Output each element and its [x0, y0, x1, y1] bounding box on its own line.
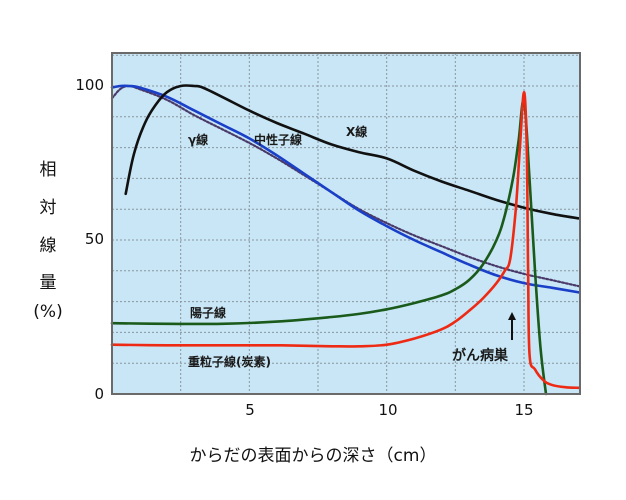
label-neutron-ray: 中性子線: [254, 133, 303, 147]
y-axis-label-char: 相: [39, 160, 57, 180]
y-tick-label: 0: [94, 385, 104, 403]
label-gamma-ray: γ線: [188, 133, 209, 147]
series-layer: [110, 84, 581, 396]
x-axis-label: からだの表面からの深さ（cm）: [189, 446, 437, 466]
y-axis-label-char: 線: [39, 236, 57, 256]
x-tick-label: 10: [378, 401, 398, 419]
x-tick-label: 5: [245, 401, 255, 419]
label-heavy-ion-ray: 重粒子線(炭素): [188, 355, 271, 369]
series-line: [110, 90, 581, 390]
y-tick-label: 50: [84, 230, 104, 248]
focus-arrow-icon: [508, 312, 516, 340]
label-proton-ray: 陽子線: [190, 306, 227, 320]
y-axis-label-char: (%): [33, 302, 63, 322]
y-axis-label-char: 対: [39, 198, 57, 218]
series-line: [110, 99, 548, 396]
series-line: [110, 84, 581, 294]
label-tumor: がん病巣: [452, 348, 508, 364]
label-x-ray: X線: [346, 125, 368, 139]
plot-border: [111, 52, 581, 395]
y-tick-label: 100: [75, 76, 104, 94]
grid-lines: [112, 53, 580, 394]
series-line: [124, 84, 581, 220]
x-tick-label: 15: [514, 401, 534, 419]
y-axis-label-char: 量: [39, 273, 57, 293]
